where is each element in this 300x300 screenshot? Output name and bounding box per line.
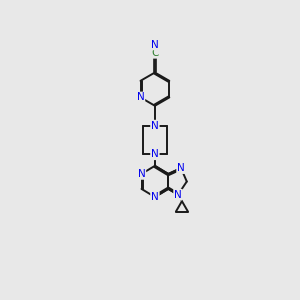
Text: C: C — [151, 48, 159, 58]
Text: N: N — [174, 190, 182, 200]
Text: N: N — [138, 169, 146, 179]
Text: N: N — [151, 121, 159, 130]
Text: N: N — [151, 149, 159, 159]
Text: N: N — [177, 163, 185, 173]
Text: N: N — [151, 192, 159, 202]
Text: N: N — [136, 92, 144, 102]
Text: N: N — [151, 40, 159, 50]
